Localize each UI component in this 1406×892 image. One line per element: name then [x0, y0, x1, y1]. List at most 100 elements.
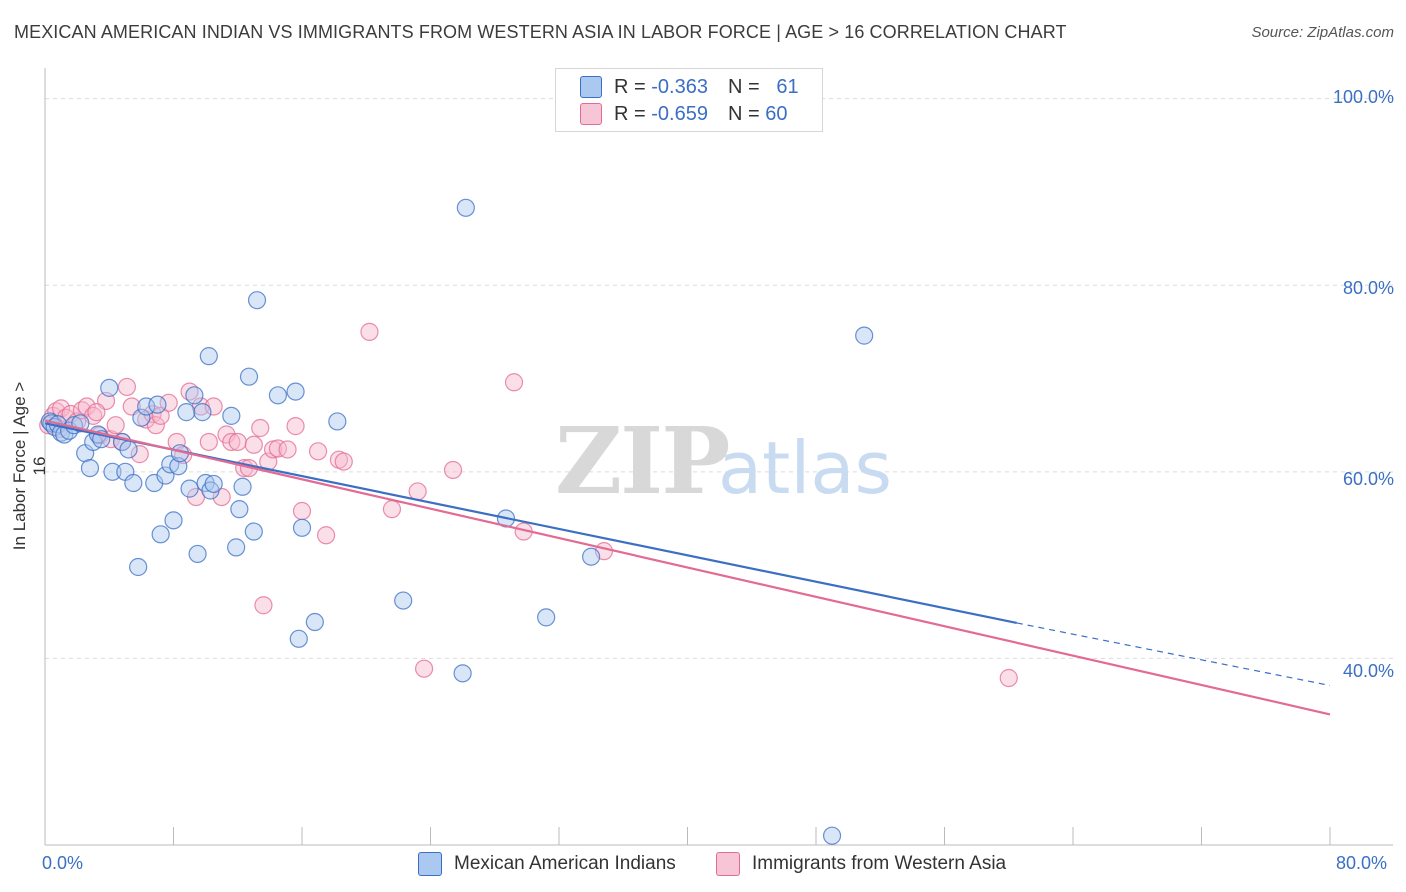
data-point — [146, 416, 165, 435]
data-point — [100, 378, 119, 397]
y-tick-label: 100.0% — [1332, 87, 1394, 107]
data-point — [124, 473, 143, 493]
data-point — [228, 432, 247, 452]
trend-line — [44, 419, 1331, 716]
data-point — [278, 440, 297, 459]
data-point — [305, 612, 324, 632]
chart-title: MEXICAN AMERICAN INDIAN VS IMMIGRANTS FR… — [14, 22, 1067, 42]
data-point — [268, 386, 288, 405]
data-point — [334, 452, 353, 471]
data-point — [289, 629, 308, 648]
legend-row-pink: R = -0.659 N = 60 — [580, 103, 787, 125]
legend-row-blue: R = -0.363 N = 61 — [580, 76, 799, 98]
x-tick-label-min: 0.0% — [42, 853, 84, 873]
legend-r-label: R = — [614, 75, 646, 98]
x-tick-label-max: 80.0% — [1336, 853, 1388, 873]
data-point — [151, 525, 170, 544]
data-point — [286, 417, 305, 436]
data-point — [148, 395, 167, 414]
data-point — [328, 412, 347, 431]
data-point — [129, 557, 148, 577]
data-point — [106, 416, 125, 435]
data-point — [244, 435, 263, 454]
data-point — [185, 386, 204, 405]
data-point — [164, 511, 183, 530]
data-point — [77, 397, 96, 416]
data-point — [582, 547, 601, 566]
series-legend-label: Mexican American Indians — [454, 853, 676, 874]
legend-swatch-pink — [580, 103, 602, 125]
series-legend-item-blue: Mexican American Indians — [418, 852, 676, 876]
data-point — [360, 322, 379, 341]
data-point — [222, 406, 241, 425]
data-point — [414, 659, 434, 678]
data-point — [233, 477, 252, 496]
data-point — [130, 445, 149, 464]
data-point — [308, 442, 328, 461]
data-point — [382, 500, 402, 519]
watermark-zip: ZIP — [555, 407, 728, 515]
data-point — [537, 608, 556, 627]
legend-swatch-blue — [580, 76, 602, 98]
data-point — [239, 367, 259, 386]
data-point — [453, 664, 472, 683]
legend-n-value: 60 — [765, 102, 788, 125]
data-point — [408, 482, 427, 501]
data-point — [188, 544, 207, 564]
data-point — [292, 518, 312, 537]
data-point — [199, 347, 218, 366]
legend-r-label: R = — [614, 102, 646, 125]
y-tick-label: 40.0% — [1342, 661, 1394, 681]
data-point — [80, 458, 100, 478]
data-point — [504, 373, 524, 392]
legend-swatch-pink — [716, 852, 740, 876]
data-point — [177, 403, 196, 422]
data-point — [227, 538, 246, 557]
correlation-legend: R = -0.363 N = 61 R = -0.659 N = 60 — [555, 68, 823, 132]
data-point — [159, 393, 178, 412]
watermark-atlas: atlas — [718, 426, 892, 510]
legend-n-label: N = — [727, 102, 760, 125]
data-point — [151, 406, 170, 425]
y-tick-label: 80.0% — [1342, 278, 1394, 298]
data-point — [254, 596, 273, 615]
data-point — [156, 466, 175, 485]
data-point — [117, 377, 137, 397]
data-point — [204, 474, 223, 494]
trend-lines — [44, 419, 1331, 716]
data-point — [212, 487, 231, 507]
data-point — [456, 198, 475, 217]
data-point — [247, 291, 267, 310]
y-tick-label: 60.0% — [1342, 469, 1394, 489]
series-legend-item-pink: Immigrants from Western Asia — [716, 852, 1006, 876]
data-point — [137, 397, 156, 416]
y-axis-title: In Labor Force | Age > 16 — [10, 381, 49, 551]
data-point — [443, 460, 463, 480]
data-point — [251, 418, 270, 438]
data-point — [222, 432, 241, 452]
data-point — [999, 668, 1018, 688]
legend-n-value: 61 — [776, 75, 799, 98]
legend-r-value: -0.363 — [651, 75, 708, 98]
data-point — [244, 522, 263, 541]
data-point — [47, 402, 66, 421]
data-point — [855, 326, 874, 345]
data-point — [169, 457, 188, 476]
data-point — [394, 591, 413, 610]
data-point — [119, 440, 138, 459]
data-point — [204, 397, 223, 416]
data-point — [268, 439, 288, 458]
source-label: Source: ZipAtlas.com — [1251, 24, 1394, 41]
data-point — [87, 403, 106, 422]
data-point — [103, 462, 122, 481]
axes — [44, 68, 1393, 846]
data-point — [822, 826, 842, 845]
data-point — [316, 526, 336, 545]
data-point — [292, 501, 312, 521]
series-legend-label: Immigrants from Western Asia — [752, 853, 1007, 874]
data-point — [230, 500, 249, 519]
trend-line-extension — [1016, 622, 1331, 687]
data-point — [199, 432, 218, 452]
data-point — [180, 479, 199, 498]
